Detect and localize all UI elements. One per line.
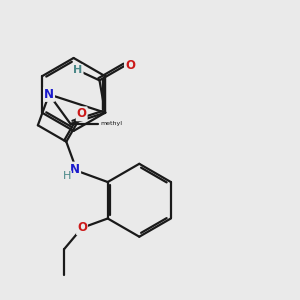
Text: N: N — [44, 88, 54, 101]
Text: O: O — [77, 107, 87, 120]
Text: O: O — [77, 221, 87, 234]
Text: H: H — [63, 171, 71, 181]
Text: H: H — [74, 65, 82, 75]
Text: O: O — [125, 59, 135, 72]
Text: methyl: methyl — [100, 122, 123, 126]
Text: N: N — [70, 163, 80, 176]
